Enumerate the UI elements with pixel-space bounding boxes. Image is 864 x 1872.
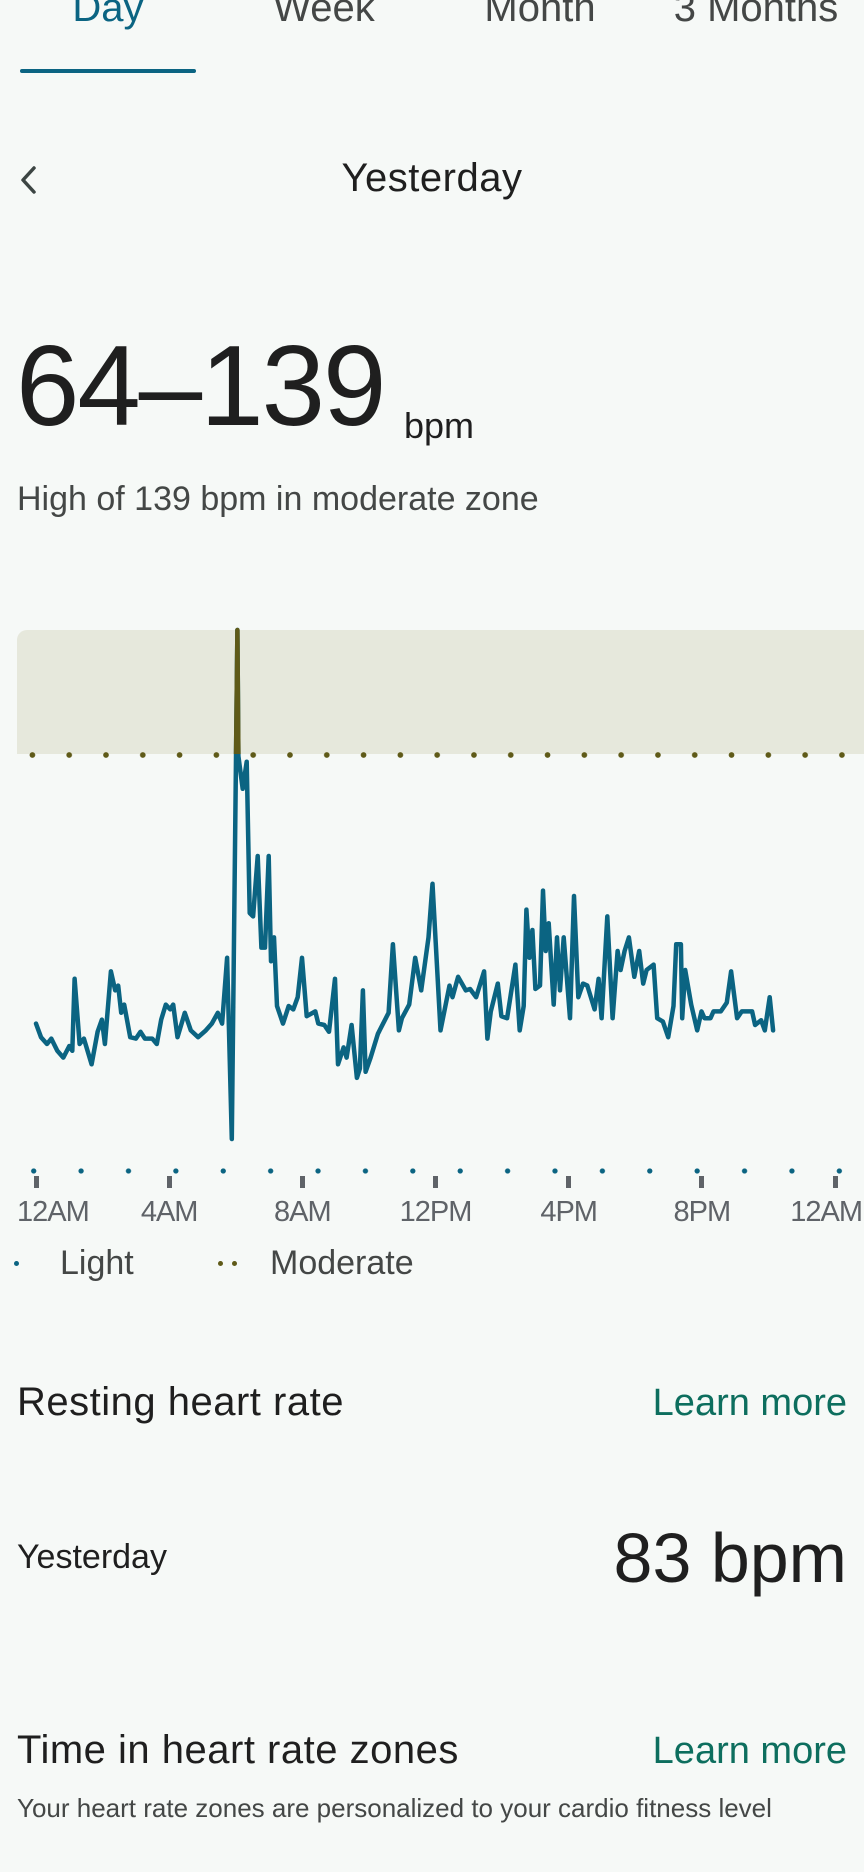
active-tab-indicator xyxy=(20,69,196,73)
resting-heart-rate-title: Resting heart rate xyxy=(17,1380,344,1424)
date-title: Yesterday xyxy=(341,156,523,200)
x-axis-label: 4AM xyxy=(140,1196,199,1228)
tab-day[interactable]: Day xyxy=(72,0,144,30)
heart-rate-unit: bpm xyxy=(404,405,475,446)
resting-heart-rate-value: 83 bpm xyxy=(613,1519,847,1597)
zones-description: Your heart rate zones are personalized t… xyxy=(17,1793,772,1823)
legend-moderate: Moderate xyxy=(270,1244,414,1282)
x-axis-tick xyxy=(33,1176,39,1188)
x-axis-tick xyxy=(832,1176,838,1188)
chevron-left-icon[interactable] xyxy=(14,160,44,200)
moderate-threshold-line xyxy=(14,752,862,758)
x-axis-label: 8PM xyxy=(673,1196,732,1228)
x-axis-label: 8AM xyxy=(274,1196,332,1228)
x-axis-label: 12AM xyxy=(17,1196,90,1228)
x-axis-tick xyxy=(566,1176,572,1188)
x-axis-tick xyxy=(166,1176,172,1188)
moderate-zone-band xyxy=(17,630,864,754)
legend-light-marker xyxy=(14,1261,19,1266)
tab-week[interactable]: Week xyxy=(273,0,375,30)
light-zone-baseline xyxy=(10,1168,860,1174)
x-axis-label: 12PM xyxy=(399,1196,473,1228)
x-axis-label: 12AM xyxy=(790,1196,863,1228)
tab-month[interactable]: Month xyxy=(484,0,596,30)
x-axis-label: 4PM xyxy=(540,1196,598,1228)
heart-rate-range: 64–139 xyxy=(16,323,386,450)
x-axis-tick xyxy=(433,1176,438,1188)
legend-light: Light xyxy=(60,1244,134,1282)
legend-moderate-marker xyxy=(232,1261,237,1266)
zones-learn-more-link[interactable]: Learn more xyxy=(652,1730,847,1772)
resting-learn-more-link[interactable]: Learn more xyxy=(652,1382,847,1424)
tab-3-months[interactable]: 3 Months xyxy=(673,0,839,30)
heart-rate-summary: High of 139 bpm in moderate zone xyxy=(17,480,539,518)
resting-heart-rate-label: Yesterday xyxy=(17,1538,167,1576)
x-axis-tick xyxy=(699,1176,705,1188)
x-axis-tick xyxy=(299,1176,305,1188)
heart-rate-zones-title: Time in heart rate zones xyxy=(17,1728,459,1772)
legend-moderate-marker xyxy=(218,1261,223,1266)
tab-bar: Day Week Month 3 Months xyxy=(0,0,864,80)
